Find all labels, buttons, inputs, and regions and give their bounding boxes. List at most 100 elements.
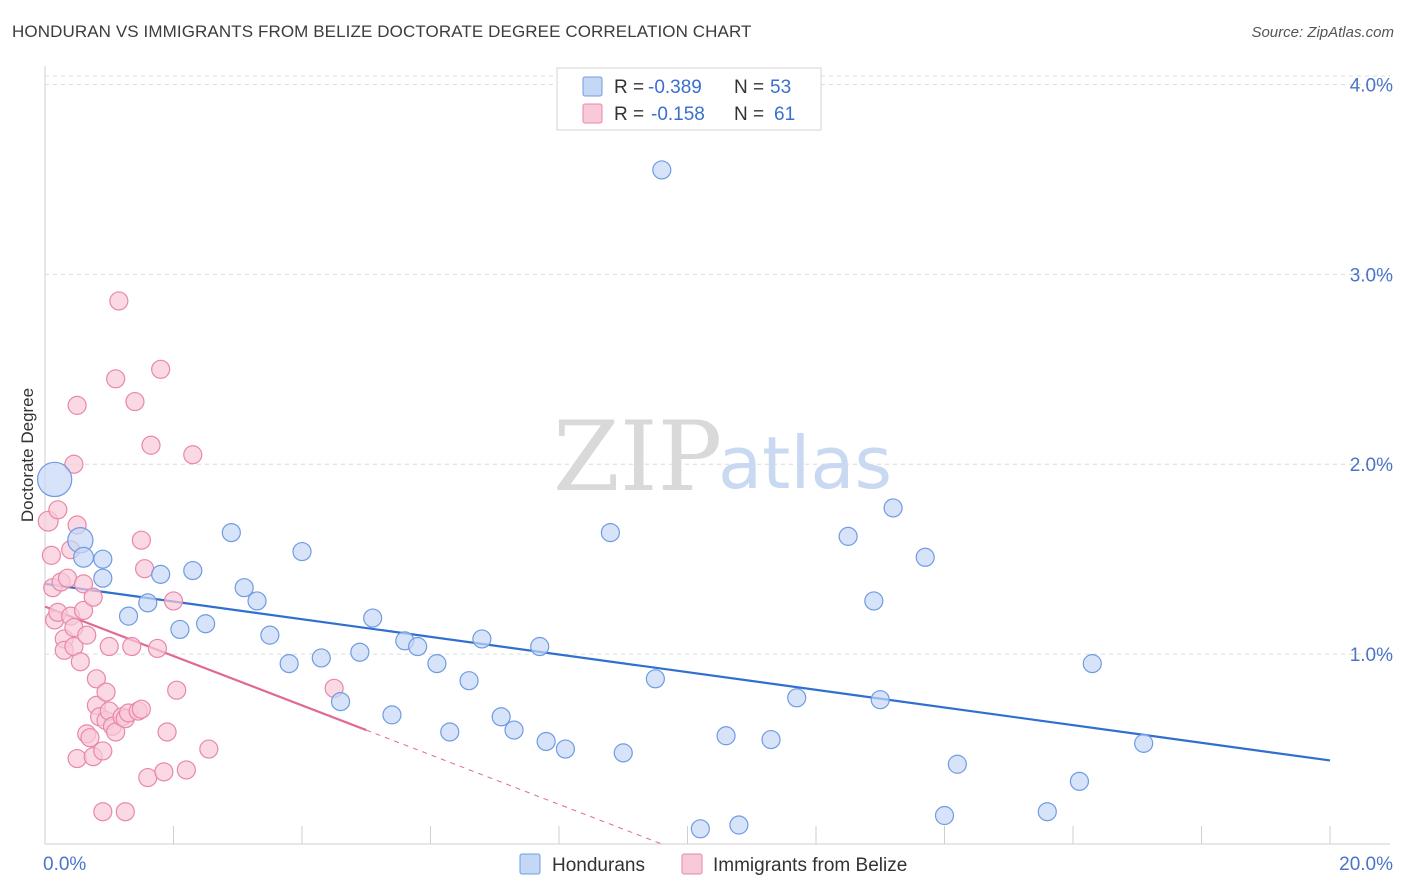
belize-point [183,445,203,465]
belize-point [70,652,90,672]
correlation-legend: R = -0.389 N = 53 R = -0.158 N = 61 [556,67,822,131]
honduran-point [1134,733,1154,753]
honduran-point [196,614,216,634]
honduran-point [716,726,736,746]
honduran-point [73,546,95,568]
belize-point [109,291,129,311]
bottom-legend-swatch-belize [681,853,703,875]
bottom-legend-hondurans: Hondurans [552,855,645,876]
belize-point [83,587,103,607]
belize-point [99,636,119,657]
belize-point [86,669,107,689]
legend-swatch-hondurans [582,76,603,97]
legend-n-label-1: N = [734,104,764,125]
belize-trend-extension [366,729,662,845]
belize-point [93,802,113,822]
belize-point [67,748,87,769]
belize-point [199,739,219,759]
honduran-point [864,591,884,611]
honduran-point [427,654,447,674]
belize-point [125,391,145,412]
honduran-point [151,564,171,584]
series-legend: Hondurans Immigrants from Belize [519,853,907,876]
belize-point [57,568,78,588]
belize-point [134,559,155,579]
legend-swatch-belize [582,103,603,124]
honduran-point [947,754,967,774]
honduran-point [170,619,190,640]
legend-r-value-1: -0.158 [651,104,705,125]
belize-point [141,435,161,455]
source-label: Source: ZipAtlas.com [1251,24,1394,41]
honduran-point [472,629,492,649]
honduran-point [234,578,254,598]
honduran-point [183,560,203,581]
legend-r-value-0: -0.389 [648,77,702,98]
legend-r-label-0: R = [614,77,644,98]
belize-point [115,802,135,822]
y-axis-label: Doctorate Degree [18,388,37,522]
gridlines [45,75,1390,655]
honduran-point [93,549,113,569]
honduran-point [504,720,524,740]
y-tick-label: 4.0% [1350,75,1393,96]
belize-point [176,760,196,780]
honduran-point [36,461,73,498]
honduran-point [600,522,621,543]
belize-point [147,638,168,659]
trend-lines [44,582,1331,845]
belize-point [93,741,113,761]
belize-point [131,530,151,550]
honduran-point [530,636,550,657]
honduran-point [440,722,460,742]
belize-point [41,545,62,565]
honduran-point [408,636,428,657]
honduran-point [555,739,576,759]
honduran-point [883,498,903,518]
honduran-point [221,522,241,543]
honduran-point [330,691,351,712]
belize-point [151,359,171,379]
y-tick-label: 1.0% [1350,645,1393,666]
honduran-point [279,654,299,674]
honduran-point [1082,654,1102,674]
belize-point [131,699,151,719]
belize-point [67,395,87,415]
honduran-point [761,729,781,750]
data-points [36,160,1154,839]
honduran-trend-line [44,582,1331,762]
honduran-point [459,671,479,691]
honduran-point [645,669,665,689]
belize-point [96,682,116,702]
belize-point [106,369,126,389]
honduran-point [93,568,113,588]
honduran-point [350,642,370,662]
honduran-point [838,526,858,546]
honduran-point [690,819,710,839]
honduran-point [652,160,672,180]
legend-n-label-0: N = [734,77,764,98]
y-tick-label: 3.0% [1350,265,1393,286]
honduran-point [870,690,890,710]
belize-point [154,762,174,782]
bottom-legend-belize: Immigrants from Belize [713,855,907,876]
honduran-point [311,648,331,668]
legend-n-value-1: 61 [774,104,795,125]
belize-point [48,500,68,520]
bottom-legend-swatch-hondurans [519,853,541,875]
honduran-point [292,541,312,562]
watermark: ZIP atlas [553,401,892,513]
honduran-point [491,707,511,727]
y-tick-label: 2.0% [1350,455,1393,476]
honduran-point [1069,771,1090,791]
honduran-point [934,805,955,826]
belize-point [138,767,158,788]
belize-point [122,636,142,657]
x-tick-label: 0.0% [43,854,86,875]
honduran-point [118,606,139,626]
honduran-point [536,731,556,752]
axes: 1.0% 2.0% 3.0% 4.0% 0.0% 20.0% [43,66,1393,875]
belize-point [157,722,177,742]
belize-point [163,591,184,611]
